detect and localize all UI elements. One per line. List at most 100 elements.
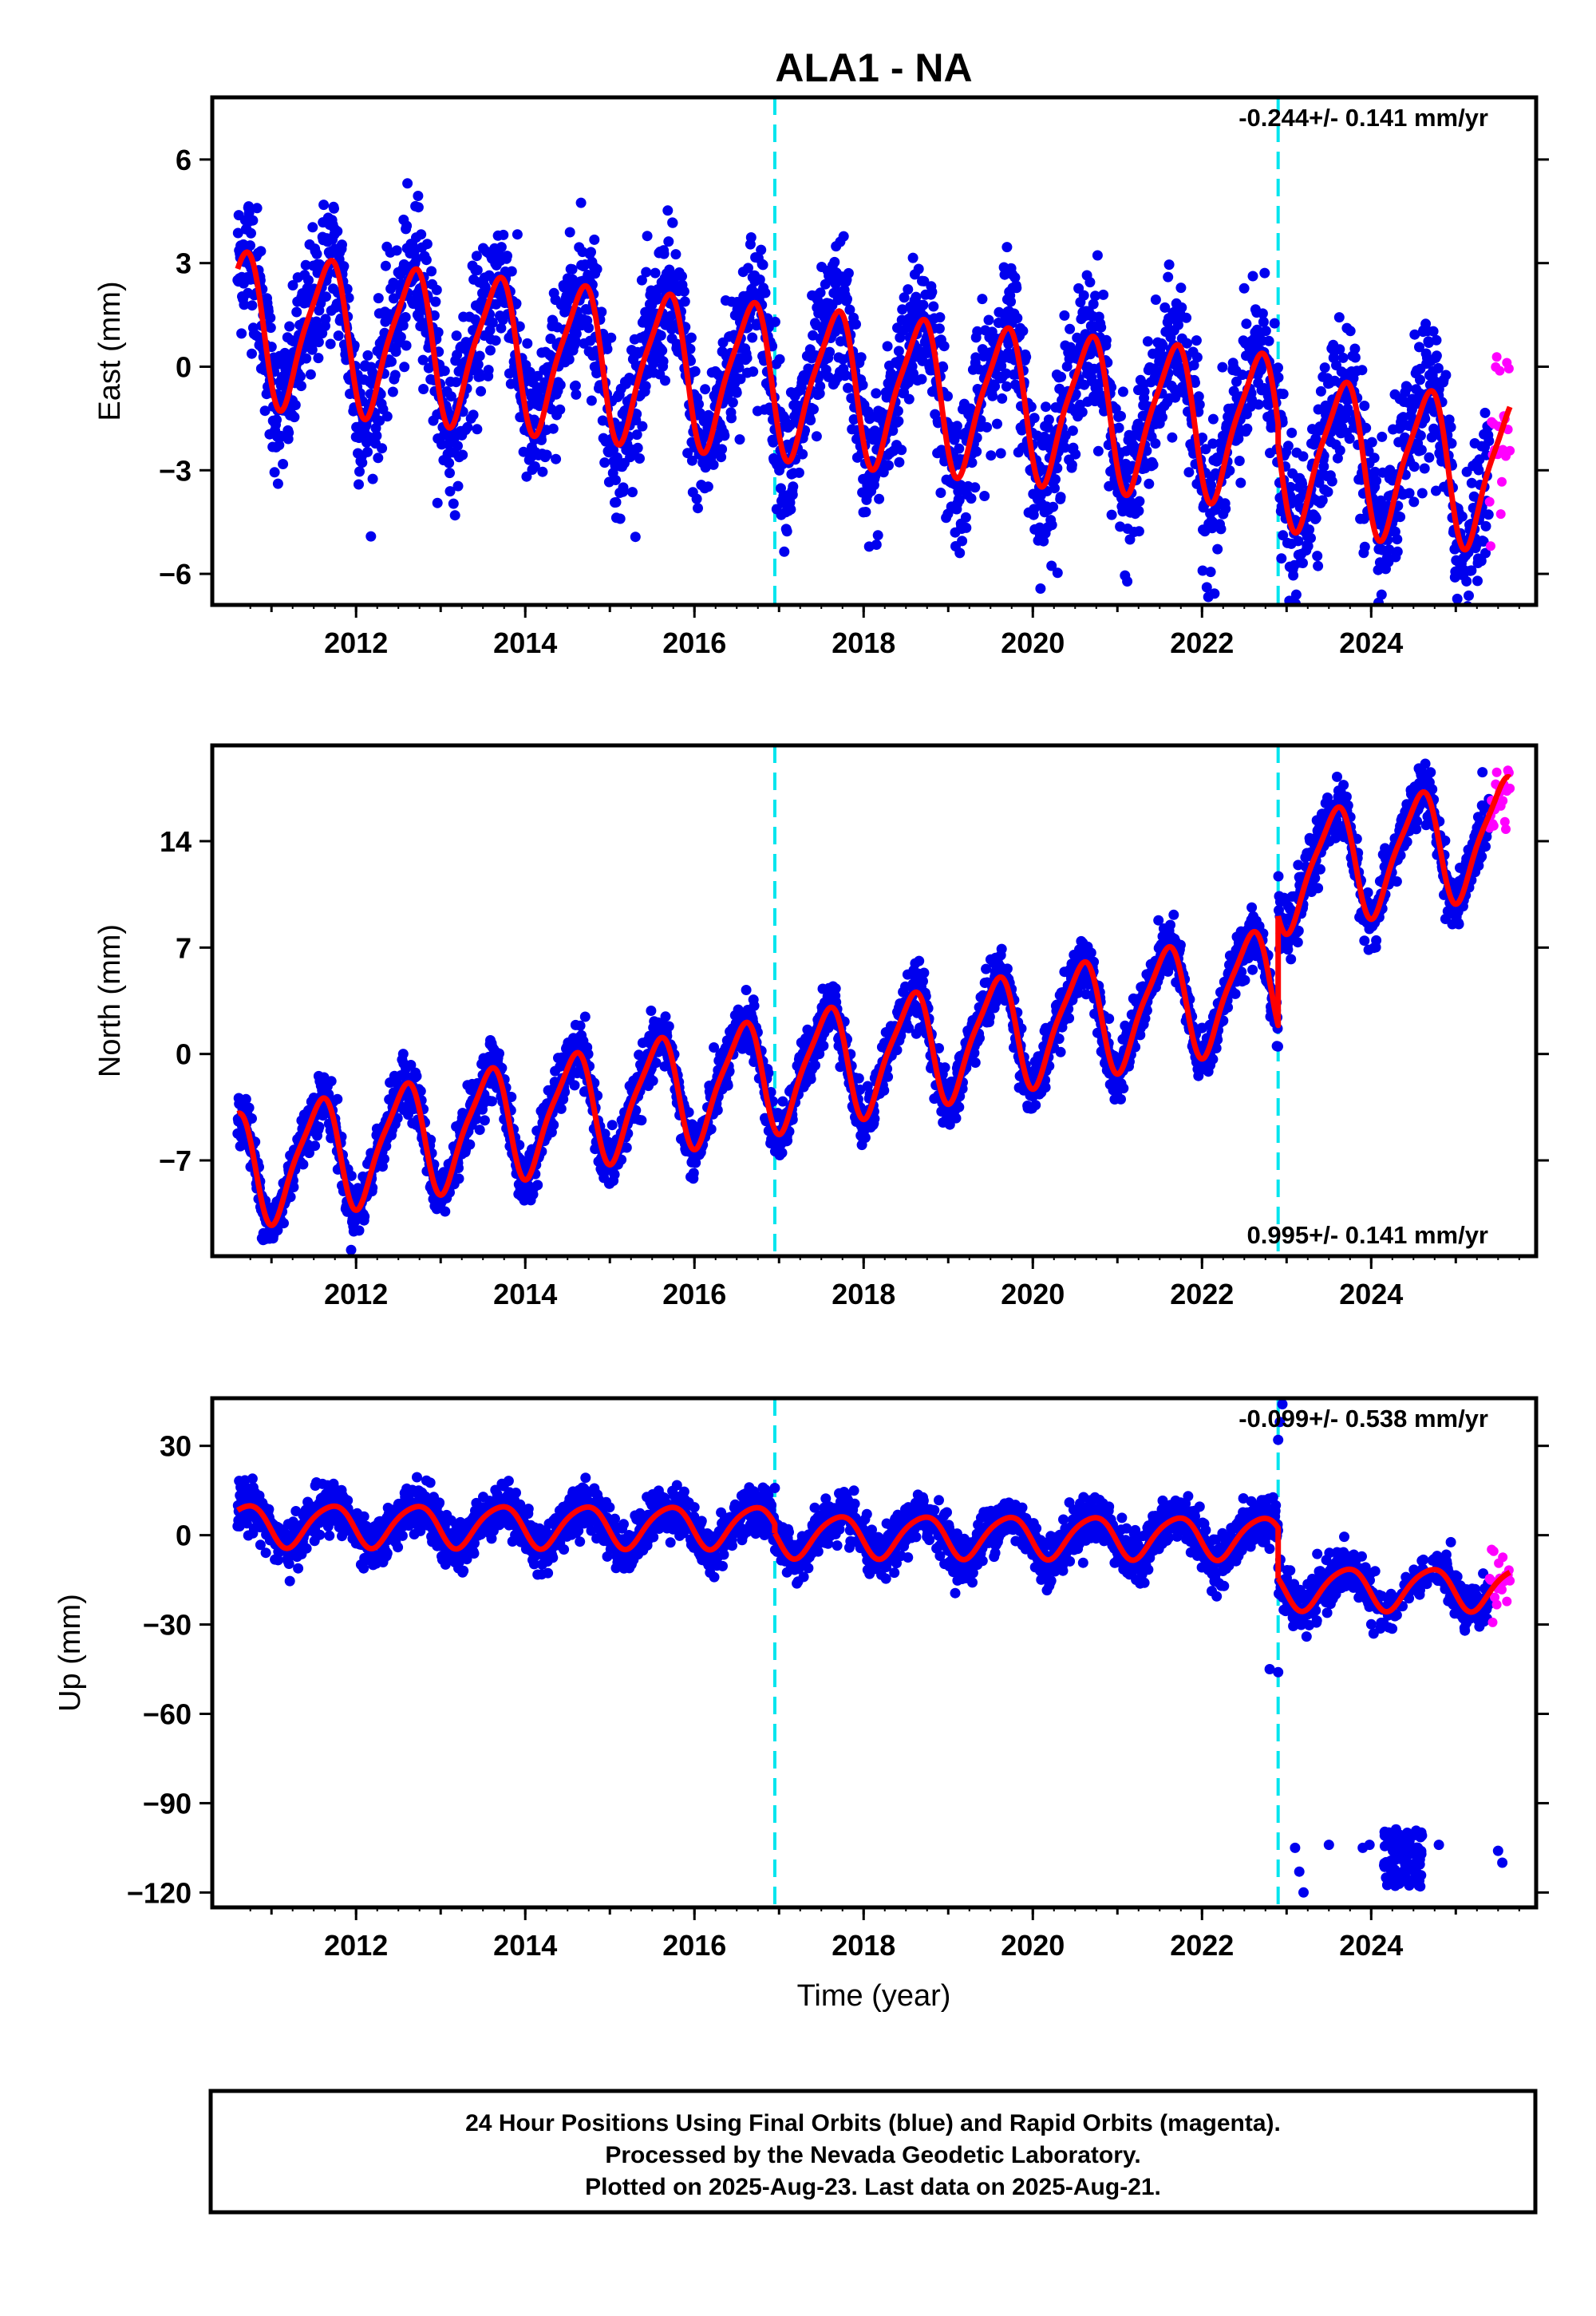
data-point [416,229,427,240]
data-point [997,393,1008,404]
data-point [855,352,867,363]
data-point [634,453,645,464]
data-point [903,284,914,295]
data-point [346,1170,357,1181]
data-point [502,251,512,262]
data-point [977,294,988,305]
data-point [1424,452,1435,463]
data-point [1116,410,1126,421]
data-point [362,446,373,457]
data-point [1117,386,1128,397]
data-point [1098,289,1109,300]
data-point [733,362,745,373]
data-point [1100,334,1112,346]
data-point [254,332,264,343]
data-point [320,314,331,325]
data-point [776,1148,788,1158]
model-line [235,249,778,456]
data-point [1259,267,1270,279]
data-point [1217,362,1228,373]
data-point [779,546,790,557]
y-tick-label: 3 [176,247,192,280]
data-point [452,480,464,492]
y-tick-label: 0 [176,350,192,383]
data-point [599,457,610,468]
data-point [892,405,903,417]
data-point [754,274,765,285]
data-point [1416,445,1427,456]
data-point [326,1076,337,1087]
data-point [1376,589,1387,600]
data-point [357,457,368,468]
data-point [377,443,388,454]
data-point [474,350,485,362]
data-point [449,510,460,521]
data-point [614,513,626,524]
data-point [1183,467,1195,478]
data-point [640,381,651,392]
data-point [693,503,703,514]
data-point [1005,296,1017,307]
data-point [1333,312,1345,323]
data-point [555,404,566,415]
data-point [426,266,437,277]
data-point [301,353,312,364]
data-point [722,1080,733,1091]
data-point [769,316,780,327]
data-point [374,415,385,426]
data-point [1021,351,1032,362]
data-point [1150,438,1161,449]
data-point [652,294,662,305]
y-tick-label: −6 [159,558,192,591]
rapid-point [1495,366,1505,376]
data-point [306,344,318,355]
data-point [468,409,479,421]
data-point [457,449,468,460]
data-point [411,1071,422,1081]
data-point [757,259,768,271]
data-point [810,1060,820,1071]
data-point [346,1244,357,1255]
data-point [1402,382,1413,393]
data-point [418,384,429,394]
data-point [332,1093,343,1105]
rapid-point [1505,445,1515,456]
data-point [318,200,330,211]
data-point [381,411,393,422]
data-point [606,332,617,343]
data-point [1207,413,1219,425]
data-point [1322,486,1333,497]
data-point [1096,322,1107,333]
data-point [671,338,682,350]
data-point [938,341,950,352]
data-point [857,379,868,390]
data-point [1463,630,1473,640]
data-point [521,471,532,482]
data-point [1395,512,1406,523]
data-point [636,275,647,286]
data-point [287,280,298,290]
data-point [1242,423,1253,434]
data-point [402,178,413,189]
data-point [522,338,533,349]
data-point [494,1048,504,1059]
data-point [303,275,314,286]
rapid-point [1484,496,1495,507]
data-point [547,423,559,434]
data-point [788,481,799,492]
data-point [439,366,450,377]
data-point [934,323,945,334]
data-point [658,356,669,367]
data-point [476,385,487,397]
data-point [1215,524,1227,535]
data-point [487,317,498,328]
data-point [667,217,678,228]
data-point [793,467,804,478]
data-point [1408,496,1420,508]
data-point [708,459,719,470]
data-point [271,414,282,425]
data-point [365,531,377,542]
data-point [743,263,753,274]
data-point [805,1073,816,1085]
data-point [926,287,938,298]
